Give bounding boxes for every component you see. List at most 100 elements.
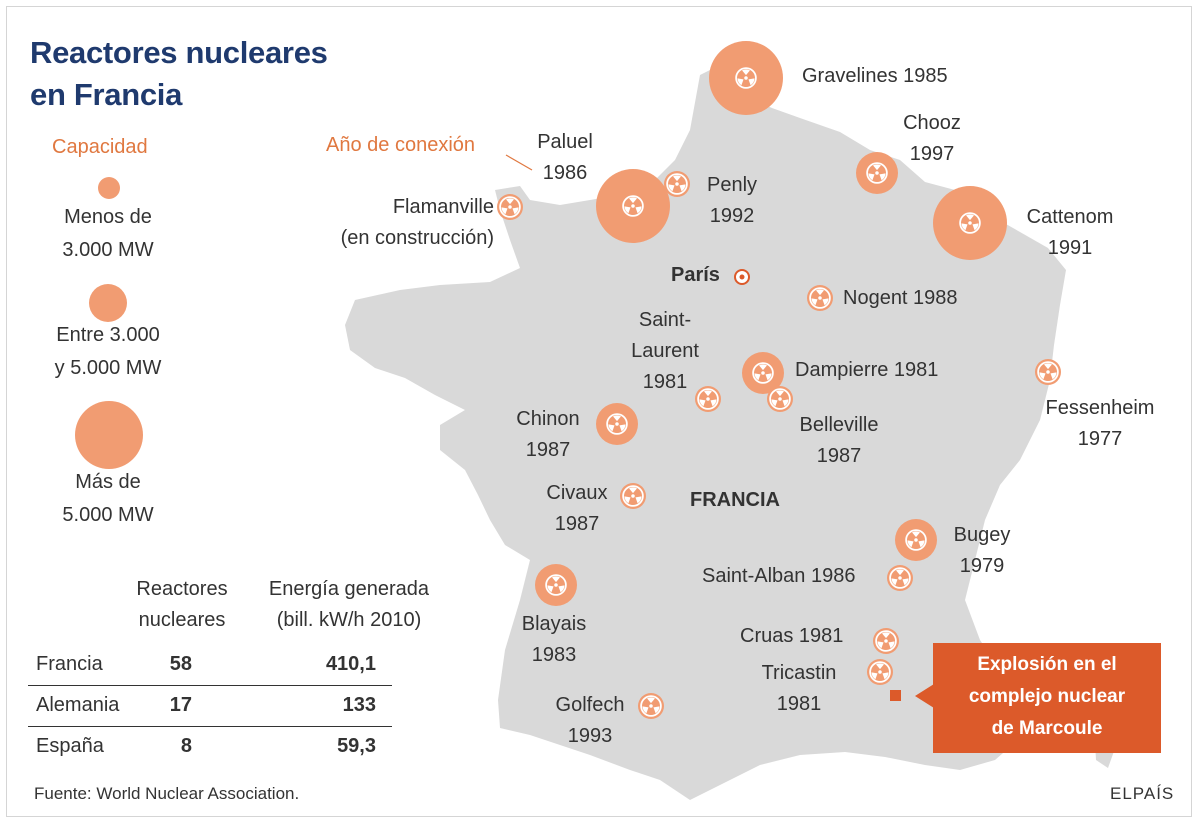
marker-dampierre (742, 352, 784, 394)
label-cattenom: Cattenom 1991 (1012, 202, 1128, 264)
row-reactors: 58 (169, 653, 192, 675)
title-line-2: en Francia (30, 77, 183, 112)
brand-logo: ELPAÍS (1110, 784, 1175, 803)
fessenheim-year: 1977 (1077, 428, 1123, 450)
header-energy-line1: Energía generada (268, 578, 430, 600)
row-country: España (36, 735, 104, 757)
label-golfech: Golfech 1993 (540, 690, 640, 752)
marker-tricastin (867, 659, 893, 685)
header-reactors-line1: Reactores (136, 578, 228, 600)
legend-large-line1: Más de (75, 471, 141, 493)
legend-large-line2: 5.000 MW (62, 504, 154, 526)
legend-small-line2: 3.000 MW (62, 239, 154, 261)
legend-dot-small (98, 177, 120, 199)
year-leader-line (505, 154, 533, 171)
marker-golfech (638, 693, 664, 719)
row-energy: 133 (342, 694, 376, 716)
capital-label: París (671, 264, 720, 286)
graphic-frame (6, 6, 1192, 817)
marker-belleville (767, 386, 793, 412)
saint-laurent-name2: Laurent (631, 340, 699, 362)
marker-chinon (596, 403, 638, 445)
flamanville-name: Flamanville (392, 196, 494, 218)
row-country: Francia (36, 653, 103, 675)
callout-line-2: complejo nuclear (968, 686, 1126, 707)
row-country: Alemania (36, 694, 120, 716)
marker-saint-laurent (695, 386, 721, 412)
label-blayais: Blayais 1983 (504, 609, 604, 671)
chooz-year: 1997 (909, 143, 955, 165)
cattenom-name: Cattenom (1026, 206, 1114, 228)
label-tricastin: Tricastin 1981 (742, 658, 856, 720)
marker-gravelines (709, 41, 783, 115)
label-dampierre: Dampierre 1981 (795, 359, 939, 381)
label-paluel: Paluel 1986 (520, 127, 610, 189)
table-row: España 8 59,3 (28, 728, 392, 768)
country-label: FRANCIA (690, 489, 780, 511)
marker-penly (664, 171, 690, 197)
golfech-name: Golfech (555, 694, 625, 716)
civaux-name: Civaux (546, 482, 608, 504)
bugey-name: Bugey (953, 524, 1011, 546)
header-energy-line2: (bill. kW/h 2010) (276, 609, 422, 631)
legend-label-small: Menos de 3.000 MW (28, 201, 188, 267)
title-line-1: Reactores nucleares (30, 35, 328, 70)
year-heading: Año de conexión (326, 134, 476, 156)
source-note: Fuente: World Nuclear Association. (34, 784, 300, 803)
legend-medium-line2: y 5.000 MW (54, 357, 162, 379)
legend-dot-medium (89, 284, 127, 322)
tricastin-name: Tricastin (761, 662, 837, 684)
blayais-year: 1983 (531, 644, 577, 666)
marker-civaux (620, 483, 646, 509)
label-penly: Penly 1992 (690, 170, 774, 232)
table-row: Alemania 17 133 (28, 687, 392, 727)
legend-small-line1: Menos de (64, 206, 152, 228)
belleville-name: Belleville (799, 414, 879, 436)
table-divider (28, 685, 392, 686)
legend-dot-large (75, 401, 143, 469)
label-chooz: Chooz 1997 (880, 108, 984, 170)
marker-chooz (856, 152, 898, 194)
label-belleville: Belleville 1987 (784, 410, 894, 472)
chinon-year: 1987 (525, 439, 571, 461)
table-header-energy: Energía generada (bill. kW/h 2010) (250, 574, 448, 636)
marcoule-callout: Explosión en el complejo nuclear de Marc… (933, 643, 1161, 753)
label-cruas: Cruas 1981 (740, 625, 844, 647)
callout-line-1: Explosión en el (977, 654, 1117, 675)
table-header-reactors: Reactores nucleares (120, 574, 244, 636)
marker-blayais (535, 564, 577, 606)
legend-medium-line1: Entre 3.000 (56, 324, 160, 346)
label-bugey: Bugey 1979 (942, 520, 1022, 582)
paluel-year: 1986 (542, 162, 588, 184)
chinon-name: Chinon (516, 408, 580, 430)
marker-nogent (807, 285, 833, 311)
header-reactors-line2: nucleares (138, 609, 226, 631)
row-energy: 59,3 (337, 735, 376, 757)
penly-name: Penly (706, 174, 758, 196)
tricastin-year: 1981 (776, 693, 822, 715)
marker-paluel (596, 169, 670, 243)
fessenheim-name: Fessenheim (1045, 397, 1155, 419)
label-saint-laurent: Saint- Laurent 1981 (610, 305, 720, 398)
france-land (345, 64, 1066, 800)
page-title: Reactores nucleares en Francia (30, 32, 328, 116)
saint-laurent-name: Saint- (638, 309, 692, 331)
marker-cattenom (933, 186, 1007, 260)
row-reactors: 8 (180, 735, 192, 757)
flamanville-note: (en construcción) (340, 227, 494, 249)
row-energy: 410,1 (325, 653, 376, 675)
row-reactors: 17 (169, 694, 192, 716)
chooz-name: Chooz (903, 112, 961, 134)
legend-label-medium: Entre 3.000 y 5.000 MW (28, 319, 188, 385)
marker-fessenheim (1035, 359, 1061, 385)
table-divider (28, 726, 392, 727)
cattenom-year: 1991 (1047, 237, 1093, 259)
label-gravelines: Gravelines 1985 (802, 65, 948, 87)
legend-heading: Capacidad (52, 136, 148, 158)
table-row: Francia 58 410,1 (28, 646, 392, 686)
marker-flamanville (497, 194, 523, 220)
paluel-name: Paluel (537, 131, 593, 153)
callout-line-3: de Marcoule (991, 718, 1103, 739)
marcoule-marker (890, 690, 901, 701)
penly-year: 1992 (709, 205, 755, 227)
